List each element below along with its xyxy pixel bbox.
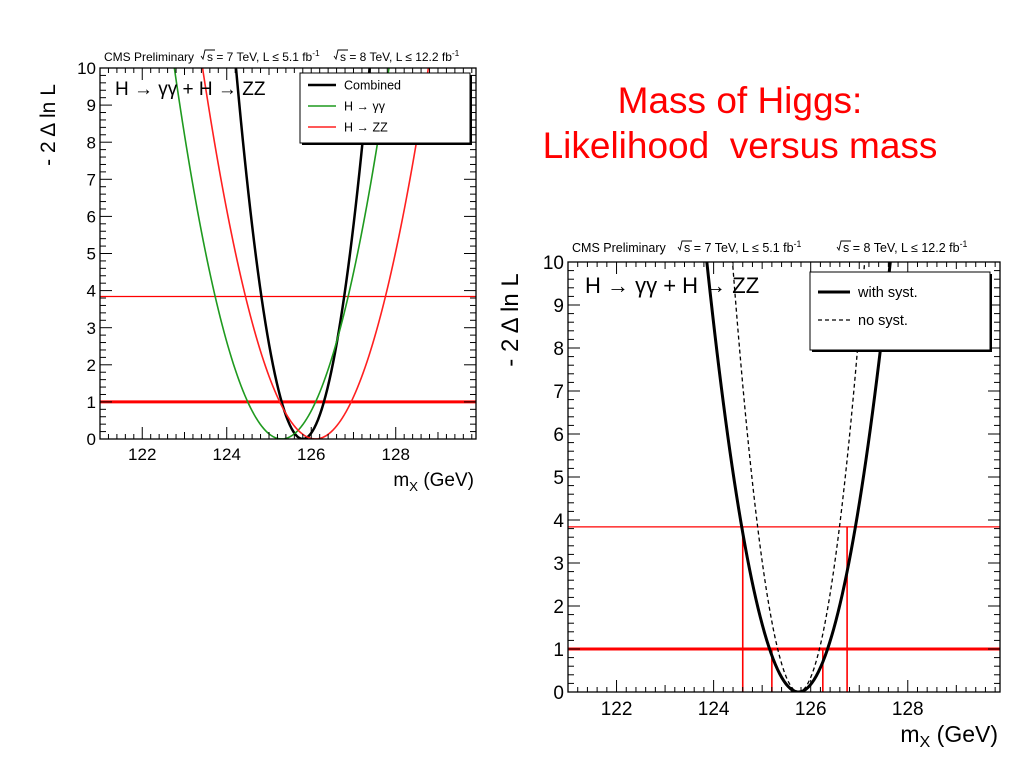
lumi-exponent: -1 — [312, 48, 320, 58]
x-axis-subscript: X — [409, 479, 418, 494]
legend-label: H → ZZ — [344, 121, 388, 135]
x-tick-label: 124 — [213, 445, 241, 464]
x-axis-label: mX (GeV) — [393, 470, 474, 494]
energy-label-7tev: s = 7 TeV, L ≤ 5.1 fb-1 — [684, 239, 802, 255]
y-tick-label: 6 — [87, 208, 96, 227]
sqrt-symbol — [836, 240, 851, 252]
y-tick-label: 4 — [87, 282, 96, 301]
y-tick-label: 4 — [553, 511, 564, 532]
slide-title-line-1: Mass of Higgs: — [617, 80, 863, 121]
y-tick-label: 7 — [87, 170, 96, 189]
energy-text: s = 8 TeV, L ≤ 12.2 fb — [340, 50, 452, 64]
y-tick-label: 9 — [553, 296, 564, 317]
x-tick-label: 128 — [892, 699, 924, 720]
y-tick-label: 3 — [553, 554, 564, 575]
y-axis-label: - 2 Δ ln L — [37, 84, 60, 166]
y-tick-label: 1 — [553, 640, 564, 661]
chart-1: 122 124 126 128 0 1 2 3 4 5 6 7 8 9 10 CMS Preliminary s… — [37, 48, 477, 494]
series-curve — [234, 68, 371, 439]
energy-text: s = 7 TeV, L ≤ 5.1 fb — [684, 241, 794, 255]
x-axis-label: mX (GeV) — [900, 721, 998, 751]
x-tick-label: 122 — [128, 445, 156, 464]
y-tick-label: 10 — [77, 59, 96, 78]
y-tick-label: 0 — [553, 683, 564, 704]
slide-title-line-2: Likelihood versus mass — [542, 125, 938, 166]
header-label: CMS Preliminary — [572, 241, 667, 255]
series-curve — [201, 68, 430, 439]
legend-label: H → γγ — [344, 100, 386, 114]
legend-box — [809, 271, 991, 351]
energy-label-8tev: s = 8 TeV, L ≤ 12.2 fb-1 — [340, 48, 460, 64]
y-tick-label: 8 — [553, 339, 564, 360]
x-axis-subscript: X — [920, 733, 931, 751]
x-axis-symbol: m — [900, 721, 919, 747]
y-tick-label: 7 — [553, 382, 564, 403]
energy-text: s = 8 TeV, L ≤ 12.2 fb — [843, 241, 960, 255]
header-label: CMS Preliminary — [104, 50, 194, 64]
y-tick-label: 5 — [87, 245, 96, 264]
series-curve — [705, 262, 892, 692]
y-tick-label: 8 — [87, 133, 96, 152]
x-tick-label: 124 — [698, 699, 730, 720]
y-tick-label: 1 — [87, 393, 96, 412]
channel-label: H → γγ + H → ZZ — [585, 273, 759, 298]
x-tick-label: 128 — [382, 445, 410, 464]
legend-label: with syst. — [857, 285, 918, 301]
x-axis-symbol: m — [393, 470, 409, 491]
x-axis-unit: (GeV) — [930, 721, 998, 747]
y-tick-label: 6 — [553, 425, 564, 446]
energy-text: s = 7 TeV, L ≤ 5.1 fb — [207, 50, 313, 64]
lumi-exponent: -1 — [960, 239, 968, 249]
x-tick-label: 122 — [601, 699, 633, 720]
series-curve — [173, 68, 390, 439]
y-tick-label: 3 — [87, 319, 96, 338]
x-axis-unit: (GeV) — [418, 470, 474, 491]
lumi-exponent: -1 — [452, 48, 460, 58]
y-tick-label: 2 — [87, 356, 96, 375]
y-tick-label: 0 — [87, 430, 96, 449]
sqrt-symbol — [333, 49, 348, 61]
series-curve — [731, 262, 866, 692]
lumi-exponent: -1 — [794, 239, 802, 249]
energy-label-8tev: s = 8 TeV, L ≤ 12.2 fb-1 — [843, 239, 967, 255]
y-tick-label: 10 — [543, 253, 564, 274]
sqrt-symbol — [200, 49, 215, 61]
legend-label: Combined — [344, 79, 401, 93]
channel-label: H → γγ + H → ZZ — [115, 79, 266, 100]
x-tick-label: 126 — [795, 699, 827, 720]
y-tick-label: 2 — [553, 597, 564, 618]
energy-label-7tev: s = 7 TeV, L ≤ 5.1 fb-1 — [207, 48, 320, 64]
y-tick-label: 5 — [553, 468, 564, 489]
slide-title: Mass of Higgs: Likelihood versus mass — [520, 78, 960, 168]
x-tick-label: 126 — [297, 445, 325, 464]
chart-2: 122 124 126 128 0 1 2 3 4 5 6 7 8 9 10 CMS Preliminary s… — [497, 239, 1001, 751]
sqrt-symbol — [677, 240, 692, 252]
y-axis-label: - 2 Δ ln L — [497, 273, 524, 366]
legend-label: no syst. — [858, 313, 908, 329]
y-tick-label: 9 — [87, 96, 96, 115]
